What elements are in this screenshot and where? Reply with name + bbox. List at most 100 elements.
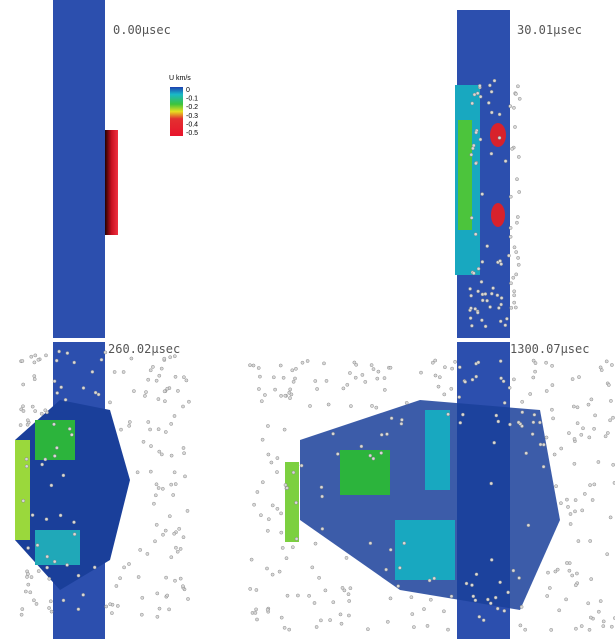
debris-particle bbox=[389, 366, 392, 369]
debris-particle bbox=[372, 457, 375, 460]
debris-particle bbox=[254, 611, 257, 614]
debris-particle bbox=[255, 588, 258, 591]
debris-particle bbox=[398, 566, 401, 569]
debris-particle bbox=[410, 596, 413, 599]
debris-particle bbox=[509, 105, 512, 108]
debris-particle bbox=[252, 364, 255, 367]
debris-particle bbox=[185, 379, 188, 382]
debris-particle bbox=[370, 404, 373, 407]
debris-particle bbox=[486, 245, 489, 248]
debris-particle bbox=[157, 428, 160, 431]
debris-particle bbox=[569, 522, 572, 525]
debris-particle bbox=[493, 441, 496, 444]
debris-particle bbox=[513, 290, 516, 293]
debris-particle bbox=[480, 280, 483, 283]
debris-particle bbox=[469, 307, 472, 310]
debris-particle bbox=[183, 475, 186, 478]
debris-particle bbox=[515, 251, 518, 254]
debris-particle bbox=[44, 458, 47, 461]
debris-particle bbox=[139, 548, 142, 551]
debris-particle bbox=[508, 423, 511, 426]
debris-particle bbox=[340, 622, 343, 625]
debris-particle bbox=[524, 628, 527, 631]
debris-particle bbox=[494, 596, 497, 599]
debris-particle bbox=[518, 576, 521, 579]
debris-particle bbox=[550, 628, 553, 631]
debris-particle bbox=[104, 351, 107, 354]
debris-particle bbox=[34, 354, 37, 357]
debris-particle bbox=[25, 458, 28, 461]
debris-particle bbox=[588, 628, 591, 631]
debris-particle bbox=[545, 389, 548, 392]
debris-particle bbox=[546, 571, 549, 574]
debris-particle bbox=[551, 384, 554, 387]
debris-particle bbox=[271, 504, 274, 507]
debris-particle bbox=[327, 403, 330, 406]
debris-particle bbox=[509, 282, 512, 285]
debris-particle bbox=[508, 386, 511, 389]
debris-particle bbox=[525, 452, 528, 455]
debris-particle bbox=[545, 436, 548, 439]
debris-particle bbox=[176, 389, 179, 392]
debris-particle bbox=[364, 380, 367, 383]
debris-particle bbox=[308, 404, 311, 407]
debris-particle bbox=[33, 378, 36, 381]
debris-particle bbox=[504, 324, 507, 327]
debris-particle bbox=[30, 355, 33, 358]
debris-particle bbox=[274, 388, 277, 391]
colorbar-label: -0.5 bbox=[186, 130, 198, 137]
debris-particle bbox=[27, 546, 30, 549]
debris-particle bbox=[609, 399, 612, 402]
debris-particle bbox=[31, 514, 34, 517]
debris-particle bbox=[33, 361, 36, 364]
fragment bbox=[425, 410, 450, 490]
debris-particle bbox=[285, 557, 288, 560]
debris-particle bbox=[532, 421, 535, 424]
debris-particle bbox=[565, 598, 568, 601]
fragment bbox=[490, 123, 506, 147]
debris-particle bbox=[319, 619, 322, 622]
debris-particle bbox=[280, 531, 283, 534]
debris-particle bbox=[301, 361, 304, 364]
debris-particle bbox=[450, 387, 453, 390]
debris-particle bbox=[253, 503, 256, 506]
debris-particle bbox=[580, 625, 583, 628]
debris-particle bbox=[280, 616, 283, 619]
debris-particle bbox=[119, 577, 122, 580]
debris-particle bbox=[48, 577, 51, 580]
debris-particle bbox=[296, 594, 299, 597]
debris-particle bbox=[257, 366, 260, 369]
debris-particle bbox=[503, 401, 506, 404]
debris-particle bbox=[168, 608, 171, 611]
debris-particle bbox=[469, 317, 472, 320]
debris-particle bbox=[513, 294, 516, 297]
debris-particle bbox=[282, 376, 285, 379]
debris-particle bbox=[60, 386, 63, 389]
debris-particle bbox=[182, 446, 185, 449]
debris-particle bbox=[110, 612, 113, 615]
debris-particle bbox=[155, 523, 158, 526]
debris-particle bbox=[475, 131, 478, 134]
debris-particle bbox=[21, 405, 24, 408]
debris-particle bbox=[507, 254, 510, 257]
debris-particle bbox=[484, 325, 487, 328]
debris-particle bbox=[490, 558, 493, 561]
debris-particle bbox=[46, 555, 49, 558]
debris-particle bbox=[276, 507, 279, 510]
debris-particle bbox=[611, 416, 614, 419]
debris-particle bbox=[479, 138, 482, 141]
debris-particle bbox=[292, 471, 295, 474]
figure: U km/s 0-0.1-0.2-0.3-0.4-0.5 0.00μsec 30… bbox=[0, 0, 615, 639]
debris-particle bbox=[64, 398, 67, 401]
debris-particle bbox=[471, 102, 474, 105]
debris-particle bbox=[173, 579, 176, 582]
debris-particle bbox=[517, 256, 520, 259]
debris-particle bbox=[551, 364, 554, 367]
debris-particle bbox=[588, 436, 591, 439]
debris-particle bbox=[26, 419, 29, 422]
debris-particle bbox=[108, 401, 111, 404]
debris-particle bbox=[477, 267, 480, 270]
debris-particle bbox=[73, 361, 76, 364]
debris-particle bbox=[178, 527, 181, 530]
debris-particle bbox=[504, 160, 507, 163]
